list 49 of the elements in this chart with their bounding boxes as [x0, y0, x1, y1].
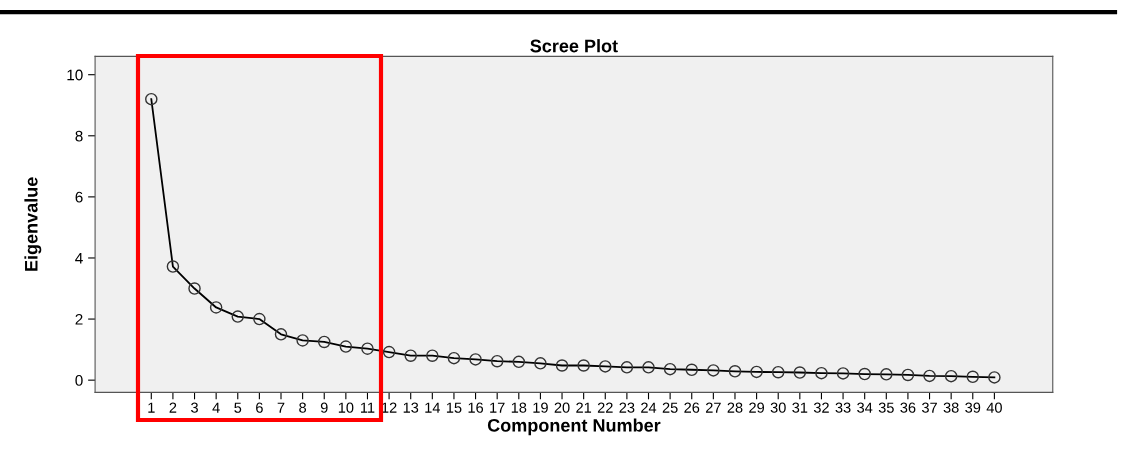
x-tick-label: 24 — [641, 402, 657, 413]
x-tick-label: 27 — [705, 402, 721, 413]
x-tick-label: 14 — [425, 402, 441, 413]
x-tick-label: 6 — [256, 402, 263, 413]
x-tick-label: 7 — [277, 402, 285, 413]
x-tick-label: 4 — [212, 402, 220, 413]
y-tick-label: 4 — [75, 253, 83, 264]
chart-title: Scree Plot — [530, 39, 618, 53]
x-tick-label: 17 — [490, 402, 505, 413]
x-tick-label: 26 — [684, 402, 700, 413]
x-tick-label: 5 — [234, 402, 242, 413]
y-tick-label: 10 — [67, 69, 83, 81]
x-tick-label: 16 — [468, 402, 484, 413]
x-tick-label: 37 — [921, 402, 937, 413]
x-tick-label: 11 — [361, 402, 375, 413]
x-tick-label: 2 — [169, 402, 177, 413]
x-tick-label: 34 — [857, 402, 873, 413]
y-tick-label: 2 — [75, 313, 83, 325]
x-tick-label: 38 — [943, 402, 959, 413]
x-tick-label: 3 — [191, 402, 198, 413]
x-tick-label: 8 — [299, 402, 307, 413]
x-tick-label: 29 — [749, 402, 765, 413]
x-axis-title: Component Number — [487, 418, 661, 436]
x-tick-label: 10 — [338, 402, 354, 413]
y-axis-title: Eigenvalue — [24, 177, 42, 271]
x-tick-label: 15 — [446, 402, 462, 413]
x-tick-label: 9 — [320, 402, 328, 413]
x-tick-label: 1 — [148, 402, 155, 413]
x-tick-label: 32 — [813, 402, 829, 413]
x-tick-label: 40 — [986, 402, 1002, 413]
y-tick-label: 0 — [75, 375, 83, 386]
x-tick-label: 28 — [727, 402, 743, 413]
x-tick-label: 12 — [382, 402, 397, 413]
x-tick-label: 19 — [533, 402, 548, 413]
x-tick-label: 23 — [619, 402, 635, 413]
x-tick-label: 21 — [576, 402, 592, 413]
x-tick-label: 13 — [403, 402, 419, 413]
x-tick-label: 25 — [662, 402, 678, 413]
y-tick-label: 8 — [75, 130, 83, 142]
x-tick-label: 33 — [835, 402, 851, 413]
x-tick-label: 22 — [597, 402, 613, 413]
x-tick-label: 30 — [770, 402, 786, 413]
x-tick-label: 20 — [554, 402, 570, 413]
x-tick-label: 39 — [965, 402, 981, 413]
y-tick-label: 6 — [75, 191, 83, 203]
x-tick-label: 35 — [878, 402, 894, 413]
x-tick-label: 36 — [900, 402, 916, 413]
x-tick-label: 31 — [792, 402, 808, 413]
x-tick-label: 18 — [511, 402, 527, 413]
